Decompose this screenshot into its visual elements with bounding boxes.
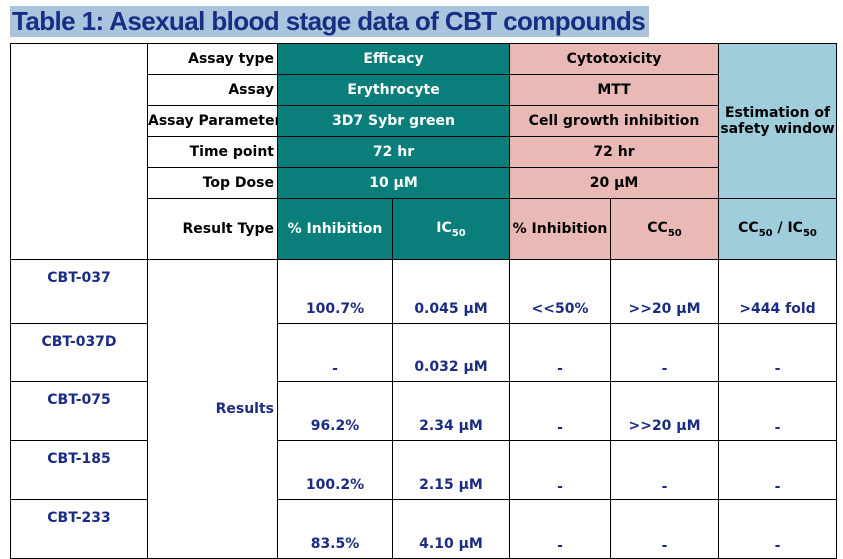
cc50-value: >>20 µM [610, 259, 720, 324]
efficacy-parameter: 3D7 Sybr green [276, 105, 511, 137]
cc50-header: CC50 [610, 198, 720, 260]
header-row-assay: Assay Erythrocyte MTT [11, 74, 837, 106]
safety-line-2: safety window [720, 121, 835, 137]
corner-cell [10, 43, 148, 260]
cytotoxicity-assay: MTT [509, 74, 720, 106]
table-row: CBT-037D - 0.032 µM - - - [10, 323, 838, 382]
cytotoxicity-top-dose: 20 µM [509, 167, 720, 199]
cc50-value: - [610, 323, 720, 382]
label-time-point: Time point [147, 136, 278, 168]
header-row-result-type: Result Type % Inhibition IC50 % Inhibiti… [11, 198, 838, 260]
compound-name: CBT-037D [10, 323, 148, 382]
table-row: CBT-075 96.2% 2.34 µM - >>20 µM - [10, 381, 838, 441]
label-result-type: Result Type [147, 198, 278, 260]
safety-value: >444 fold [718, 259, 838, 324]
results-label: Results [147, 259, 278, 559]
table-row: CBT-233 83.5% 4.10 µM - - - [10, 499, 838, 559]
ic50-value: 0.045 µM [391, 259, 511, 324]
safety-value: - [718, 440, 838, 500]
label-assay: Assay [147, 74, 278, 106]
efficacy-assay: Erythrocyte [276, 74, 511, 106]
cc50-value: >>20 µM [610, 381, 720, 441]
compound-name: CBT-185 [10, 440, 148, 500]
header-row-time-point: Time point 72 hr 72 hr [11, 136, 837, 168]
ic50-value: 2.34 µM [391, 381, 511, 441]
cytotoxicity-inhibition-value: - [509, 323, 612, 382]
safety-value: - [718, 323, 838, 382]
ic50-value: 0.032 µM [391, 323, 511, 382]
ic50-value: 2.15 µM [391, 440, 511, 500]
cc50-value: - [610, 499, 720, 559]
cytotoxicity-inhibition-value: <<50% [509, 259, 612, 324]
safety-value: - [718, 499, 838, 559]
efficacy-inhibition-value: 100.2% [277, 440, 393, 500]
efficacy-inhibition-header: % Inhibition [277, 198, 393, 260]
efficacy-time-point: 72 hr [276, 136, 511, 168]
compound-name: CBT-037 [10, 259, 148, 324]
cytotoxicity-time-point: 72 hr [509, 136, 720, 168]
compound-name: CBT-075 [10, 381, 148, 441]
cytotoxicity-inhibition-header: % Inhibition [509, 198, 612, 260]
efficacy-inhibition-value: 100.7% [277, 259, 393, 324]
cytotoxicity-inhibition-value: - [509, 499, 612, 559]
safety-window-header: Estimation of safety window [718, 43, 838, 199]
label-top-dose: Top Dose [147, 167, 278, 199]
cytotoxicity-parameter: Cell growth inhibition [509, 105, 720, 137]
cc50-value: - [610, 440, 720, 500]
compound-name: CBT-233 [10, 499, 148, 559]
cytotoxicity-inhibition-value: - [509, 381, 612, 441]
label-assay-type: Assay type [147, 43, 278, 75]
safety-line-1: Estimation of [724, 105, 831, 121]
ic50-value: 4.10 µM [391, 499, 511, 559]
efficacy-top-dose: 10 µM [276, 167, 511, 199]
cytotoxicity-inhibition-value: - [509, 440, 612, 500]
label-assay-parameter: Assay Parameter [147, 105, 278, 137]
efficacy-inhibition-value: 96.2% [277, 381, 393, 441]
ic50-header: IC50 [391, 198, 511, 260]
efficacy-inhibition-value: 83.5% [277, 499, 393, 559]
cytotoxicity-assay-type: Cytotoxicity [509, 43, 720, 75]
header-row-top-dose: Top Dose 10 µM 20 µM [11, 167, 837, 199]
results-table: Assay type Efficacy Cytotoxicity Estimat… [10, 43, 838, 559]
table-row: CBT-185 100.2% 2.15 µM - - - [10, 440, 838, 500]
table-row: CBT-037 Results 100.7% 0.045 µM <<50% >>… [10, 259, 838, 559]
table-title: Table 1: Asexual blood stage data of CBT… [10, 6, 650, 37]
safety-ratio-header: CC50 / IC50 [718, 198, 838, 260]
efficacy-assay-type: Efficacy [276, 43, 511, 75]
header-row-assay-type: Assay type Efficacy Cytotoxicity Estimat… [10, 43, 838, 260]
safety-value: - [718, 381, 838, 441]
efficacy-inhibition-value: - [277, 323, 393, 382]
header-row-parameter: Assay Parameter 3D7 Sybr green Cell grow… [11, 105, 837, 137]
